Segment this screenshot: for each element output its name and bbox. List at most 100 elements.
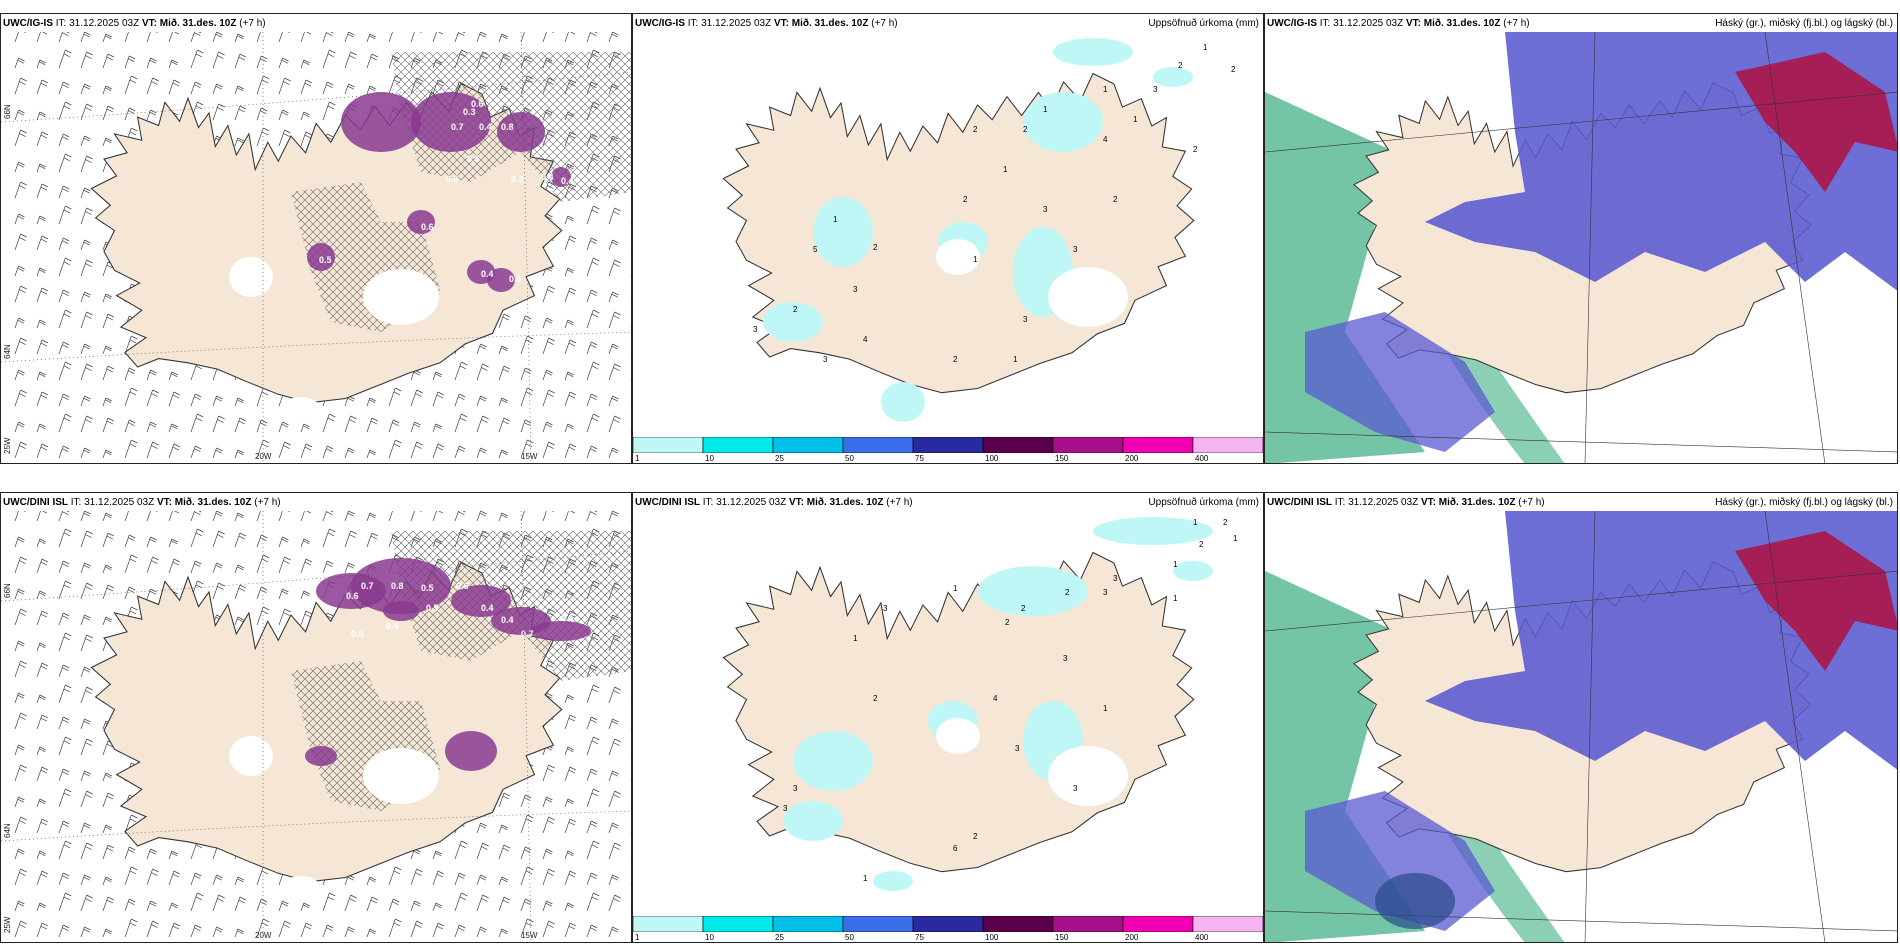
- wind-barb: [256, 32, 261, 43]
- wind-barb: [36, 391, 49, 407]
- icing-value: 0.5: [561, 613, 574, 623]
- colorbar-label: 50: [845, 454, 854, 463]
- wind-barb: [14, 129, 27, 147]
- wind-barb: [190, 32, 202, 43]
- wind-barb: [234, 105, 247, 121]
- panel-header: UWC/DINI ISL IT: 31.12.2025 03Z VT: Mið.…: [635, 497, 913, 508]
- wind-barb: [520, 387, 534, 407]
- wind-barb: [388, 511, 393, 522]
- wind-barb: [476, 447, 487, 459]
- wind-barb: [542, 796, 553, 808]
- wind-barb: [498, 313, 511, 329]
- wind-barb: [58, 32, 70, 43]
- wind-barb: [520, 335, 534, 355]
- wind-barb: [80, 155, 93, 173]
- wind-barb: [388, 898, 400, 912]
- wind-barb: [300, 423, 310, 433]
- wind-barb: [190, 528, 204, 548]
- wind-barb: [212, 562, 223, 574]
- precip-value: 2: [973, 832, 978, 841]
- wind-barb: [388, 419, 400, 433]
- wind-barb: [124, 846, 136, 860]
- wind-barb: [564, 694, 574, 704]
- wind-barb: [212, 874, 223, 886]
- wind-barb: [102, 844, 115, 860]
- wind-barb: [322, 32, 334, 43]
- wind-barb: [344, 83, 355, 95]
- wind-barb: [278, 556, 291, 574]
- wind-barb: [388, 32, 393, 43]
- wind-barb: [80, 32, 91, 43]
- wind-barb: [234, 512, 244, 522]
- wind-barb: [586, 924, 598, 938]
- wind-barb: [80, 395, 91, 407]
- wind-barb: [564, 287, 577, 303]
- wind-barb: [80, 530, 93, 548]
- wind-barb: [608, 395, 619, 407]
- precip-value: 2: [1231, 65, 1236, 74]
- wind-barb: [278, 109, 289, 121]
- precip-area: [813, 197, 873, 267]
- wind-barb: [278, 129, 291, 147]
- wind-barb: [80, 562, 91, 574]
- map-icing-wind: 0.60.7 0.8 0.5 0.60.50.40.50.40.4 0.50.7: [1, 511, 631, 942]
- wind-barb: [58, 309, 72, 329]
- wind-barb: [520, 918, 534, 938]
- wind-barb: [322, 445, 334, 459]
- wind-barb: [146, 441, 159, 459]
- wind-barb: [14, 337, 27, 355]
- wind-barb: [586, 788, 600, 808]
- wind-barb: [608, 259, 621, 277]
- wind-barb: [410, 868, 423, 886]
- wind-barb: [14, 511, 26, 522]
- wind-barb: [608, 343, 619, 355]
- wind-barb: [586, 361, 600, 381]
- wind-barb: [58, 341, 70, 355]
- wind-barb: [366, 512, 376, 522]
- wind-barb: [608, 926, 619, 938]
- graticule: [1265, 511, 1897, 942]
- wind-barb: [564, 850, 574, 860]
- wind-barb: [476, 32, 487, 43]
- wind-barb: [564, 798, 574, 808]
- wind-barb: [366, 397, 376, 407]
- graticule: [1, 511, 631, 942]
- wind-barb: [278, 608, 291, 626]
- colorbar-label: 75: [915, 454, 924, 463]
- wind-barb: [168, 850, 178, 860]
- wind-barb: [212, 582, 225, 600]
- wind-barb: [432, 902, 442, 912]
- wind-barb: [586, 289, 598, 303]
- precip-value: 3: [1023, 315, 1028, 324]
- wind-barb: [146, 848, 157, 860]
- wind-barb: [58, 736, 72, 756]
- wind-barb: [542, 369, 553, 381]
- wind-barb: [586, 237, 598, 251]
- wind-barb: [608, 822, 619, 834]
- wind-barb: [300, 922, 313, 938]
- wind-barb: [586, 393, 598, 407]
- wind-barb: [14, 389, 27, 407]
- precip-value: 2: [973, 125, 978, 134]
- colorbar: 1 10 25 50 75 100 150 200 400: [633, 916, 1263, 942]
- colorbar-swatch: [842, 916, 914, 932]
- panel-header: UWC/DINI ISL IT: 31.12.2025 03Z VT: Mið.…: [3, 497, 281, 508]
- wind-barb: [476, 926, 487, 938]
- wind-barb: [498, 33, 508, 43]
- clear-area: [283, 397, 319, 417]
- wind-barb: [168, 371, 178, 381]
- wind-barb: [58, 716, 70, 730]
- high-cloud: [1375, 873, 1455, 929]
- icing-value: 0.5: [426, 603, 439, 613]
- wind-barb: [388, 866, 402, 886]
- wind-barb: [586, 684, 600, 704]
- colorbar-swatch: [1192, 916, 1263, 932]
- wind-barb: [58, 840, 72, 860]
- wind-barb: [278, 32, 290, 43]
- precip-value: 3: [1015, 744, 1020, 753]
- icing-value: 0.7: [451, 122, 464, 132]
- wind-barb: [498, 512, 508, 522]
- wind-barb: [102, 137, 112, 147]
- wind-barb: [432, 371, 442, 381]
- precip-value: 4: [993, 694, 998, 703]
